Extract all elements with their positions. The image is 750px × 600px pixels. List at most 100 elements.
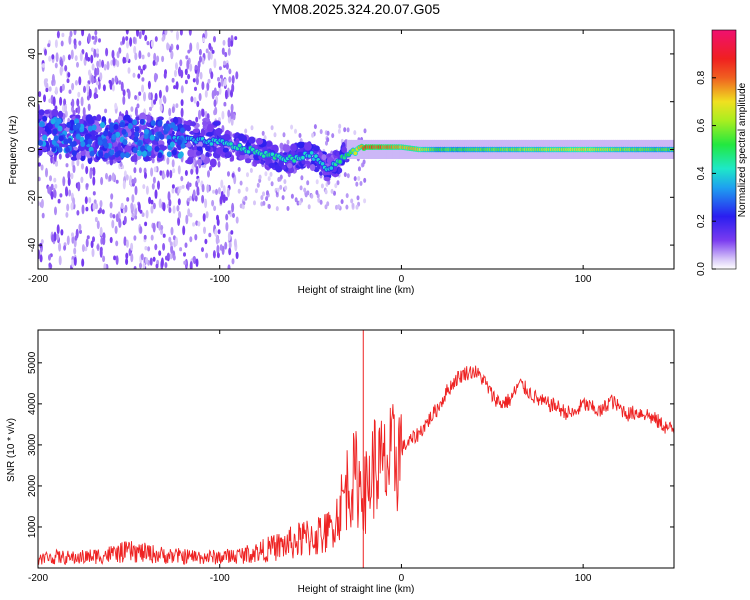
heatmap-noise-cell <box>279 174 283 180</box>
heatmap-noise-cell <box>177 217 181 226</box>
heatmap-noise-cell <box>156 55 160 63</box>
heatmap-band-cell <box>44 109 50 115</box>
heatmap-noise-cell <box>170 244 174 254</box>
heatmap-noise-cell <box>67 54 71 61</box>
heatmap-band-cell <box>87 119 95 125</box>
heatmap-peak-cell <box>38 140 43 146</box>
heatmap-noise-cell <box>68 189 72 197</box>
heatmap-noise-cell <box>189 261 193 269</box>
heatmap-noise-cell <box>201 247 204 253</box>
heatmap-noise-cell <box>177 165 181 175</box>
heatmap-noise-cell <box>144 221 148 227</box>
colorbar-ticks: 0.0 0.2 0.4 0.6 0.8 <box>696 70 716 276</box>
heatmap-noise-cell <box>222 194 226 204</box>
heatmap-noise-cell <box>84 246 88 252</box>
heatmap-noise-cell <box>165 255 168 261</box>
heatmap-noise-cell <box>172 254 176 261</box>
heatmap-peak-cell <box>146 150 152 157</box>
heatmap-noise-cell <box>218 66 222 71</box>
heatmap-noise-cell <box>131 194 135 203</box>
heatmap-noise-cell <box>237 188 241 194</box>
y-tick-label: 3000 <box>27 433 38 456</box>
heatmap-peak-cell <box>143 133 149 140</box>
heatmap-noise-cell <box>111 219 115 229</box>
heatmap-band-cell <box>264 141 273 147</box>
heatmap-noise-cell <box>114 75 118 83</box>
heatmap-noise-cell <box>48 55 52 62</box>
heatmap-band-cell <box>324 176 331 182</box>
heatmap-noise-cell <box>206 82 210 91</box>
heatmap-noise-cell <box>185 55 189 60</box>
heatmap-noise-cell <box>298 200 302 206</box>
heatmap-noise-cell <box>307 204 311 210</box>
heatmap-noise-cell <box>103 263 107 269</box>
heatmap-noise-cell <box>61 32 65 38</box>
heatmap-noise-cell <box>154 36 158 42</box>
heatmap-peak-cell <box>165 125 171 132</box>
heatmap-noise-cell <box>77 181 81 192</box>
heatmap-noise-cell <box>81 244 85 253</box>
heatmap-ridge-cell <box>353 151 358 155</box>
heatmap-noise-cell <box>74 235 78 241</box>
heatmap-noise-cell <box>227 231 231 241</box>
heatmap-noise-cell <box>161 55 165 63</box>
heatmap-band-cell <box>114 146 119 153</box>
heatmap-noise-cell <box>230 230 234 235</box>
heatmap-band-cell <box>187 156 194 165</box>
heatmap-noise-cell <box>223 78 227 87</box>
heatmap-noise-cell <box>258 174 262 180</box>
heatmap-noise-cell <box>244 195 248 201</box>
heatmap-noise-cell <box>133 177 137 184</box>
heatmap-noise-cell <box>185 183 189 190</box>
heatmap-noise-cell <box>343 172 347 178</box>
heatmap-noise-cell <box>66 78 70 84</box>
heatmap-noise-cell <box>216 244 220 255</box>
heatmap-peak-cell <box>80 141 86 147</box>
heatmap-noise-cell <box>196 186 200 196</box>
heatmap-noise-cell <box>137 73 141 79</box>
heatmap-noise-cell <box>122 56 126 64</box>
heatmap-noise-cell <box>227 210 231 215</box>
heatmap-noise-cell <box>233 238 237 248</box>
snr-plot <box>38 330 674 568</box>
heatmap-noise-cell <box>176 205 180 212</box>
heatmap-noise-cell <box>93 78 97 83</box>
heatmap-noise-cell <box>64 65 68 72</box>
heatmap-peak-cell <box>147 145 153 152</box>
heatmap-noise-cell <box>179 247 183 252</box>
heatmap-noise-cell <box>235 216 239 224</box>
heatmap-noise-cell <box>226 187 230 198</box>
heatmap-ridge-cell <box>237 143 242 148</box>
heatmap-noise-cell <box>153 166 157 173</box>
heatmap-band-cell <box>185 141 192 148</box>
heatmap-noise-cell <box>153 52 157 63</box>
heatmap-noise-cell <box>38 91 42 98</box>
heatmap-noise-cell <box>109 236 113 244</box>
heatmap-ridge-cell <box>209 142 214 146</box>
heatmap-noise-cell <box>141 212 145 217</box>
x-tick-label: -200 <box>28 573 48 584</box>
heatmap-noise-cell <box>195 116 199 123</box>
heatmap-noise-cell <box>224 51 228 58</box>
heatmap-noise-cell <box>294 197 298 203</box>
heatmap-noise-cell <box>84 196 88 204</box>
heatmap-band-cell <box>192 128 200 134</box>
heatmap-halo-cell <box>346 139 350 159</box>
heatmap-noise-cell <box>38 249 41 260</box>
heatmap-noise-cell <box>261 130 265 136</box>
heatmap-noise-cell <box>195 77 199 86</box>
heatmap-noise-cell <box>53 177 57 183</box>
heatmap-band-cell <box>260 160 265 165</box>
heatmap-noise-cell <box>198 48 202 56</box>
heatmap-noise-cell <box>68 35 72 45</box>
heatmap-noise-cell <box>79 52 83 62</box>
heatmap-noise-cell <box>176 30 179 41</box>
heatmap-noise-cell <box>212 250 216 259</box>
heatmap-noise-cell <box>71 82 75 91</box>
heatmap-noise-cell <box>138 65 141 71</box>
heatmap-noise-cell <box>162 233 166 238</box>
heatmap-noise-cell <box>175 62 178 71</box>
heatmap-noise-cell <box>70 202 74 211</box>
heatmap-peak-cell <box>157 120 163 127</box>
heatmap-noise-cell <box>171 159 175 168</box>
